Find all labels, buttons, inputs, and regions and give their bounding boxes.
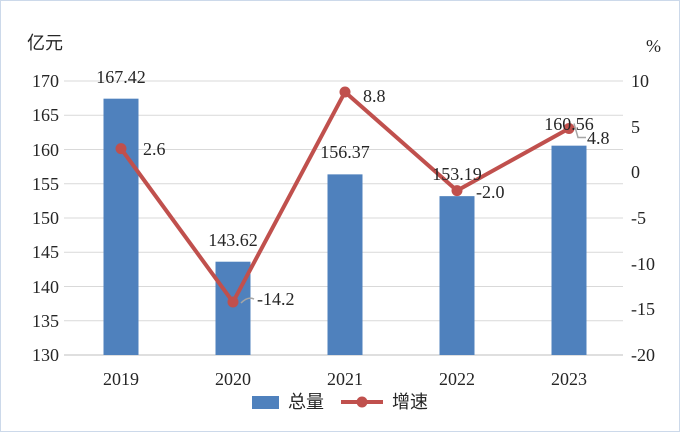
right-axis-tick: -15 — [631, 299, 655, 320]
line-point-2021 — [339, 86, 351, 98]
line-point-2020 — [227, 296, 239, 308]
left-axis-tick: 145 — [32, 242, 59, 263]
right-axis-tick: -10 — [631, 253, 655, 274]
line-point-2019 — [115, 143, 127, 155]
leader-line — [240, 297, 255, 304]
left-axis-tick: 165 — [32, 105, 59, 126]
bar-value-label: 160.56 — [544, 113, 594, 134]
bar-2019 — [103, 98, 139, 355]
bar-value-label: 156.37 — [320, 142, 370, 163]
bar-value-label: 143.62 — [208, 229, 258, 250]
category-label: 2019 — [103, 369, 139, 389]
right-axis-tick: 10 — [631, 71, 649, 91]
line-point-2023 — [563, 122, 575, 134]
bar-series-swatch-icon — [252, 395, 279, 409]
bar-2022 — [439, 196, 475, 355]
line-series-dot-icon — [356, 396, 368, 408]
right-axis-tick: 5 — [631, 116, 640, 137]
bar-2021 — [327, 174, 363, 355]
category-label: 2023 — [551, 369, 587, 389]
left-axis-tick: 160 — [32, 139, 59, 160]
left-axis-tick: 140 — [32, 276, 59, 297]
left-axis-tick: 135 — [32, 310, 59, 331]
legend-label-total: 总量 — [288, 392, 324, 412]
left-axis-tick: 170 — [32, 71, 59, 91]
legend: 总量 增速 — [252, 393, 428, 411]
right-axis-tick: 0 — [631, 162, 640, 183]
bar-2023 — [551, 145, 587, 355]
leader-line — [573, 123, 586, 139]
left-axis-title: 亿元 — [27, 33, 63, 53]
line-value-label: -2.0 — [476, 181, 505, 202]
left-axis-tick: 130 — [32, 345, 59, 365]
left-axis-tick: 150 — [32, 208, 59, 228]
line-value-label: 2.6 — [143, 138, 166, 159]
line-value-label: -14.2 — [257, 289, 295, 310]
category-label: 2020 — [215, 369, 251, 389]
right-axis-tick: -20 — [631, 345, 655, 365]
bar-value-label: 167.42 — [96, 66, 146, 87]
category-label: 2021 — [327, 369, 363, 389]
legend-label-growth: 增速 — [392, 392, 428, 412]
line-point-2022 — [451, 185, 463, 197]
bar-value-label: 153.19 — [432, 164, 482, 185]
left-axis-tick: 155 — [32, 173, 59, 194]
right-axis-title: % — [646, 36, 661, 56]
line-value-label: 4.8 — [587, 128, 610, 149]
right-axis-tick: -5 — [631, 208, 646, 228]
line-value-label: 8.8 — [363, 85, 386, 106]
line-series-marker-icon — [341, 396, 383, 408]
category-label: 2022 — [439, 369, 475, 389]
